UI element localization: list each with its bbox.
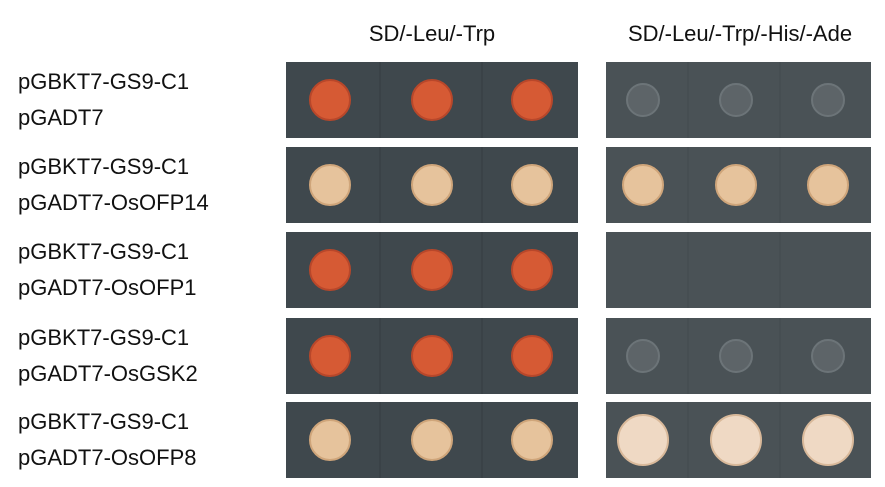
colony: [309, 419, 351, 461]
colony: [626, 83, 660, 117]
colony: [511, 249, 553, 291]
colony: [411, 419, 453, 461]
colony: [411, 79, 453, 121]
colony: [811, 83, 845, 117]
colony: [807, 164, 849, 206]
colony: [719, 83, 753, 117]
colony: [626, 339, 660, 373]
colony: [802, 414, 854, 466]
colony: [309, 249, 351, 291]
column-header: SD/-Leu/-Trp/-His/-Ade: [628, 21, 852, 46]
row-label: pGADT7-OsOFP1: [18, 275, 196, 300]
row-label: pGBKT7-GS9-C1: [18, 325, 189, 350]
colony: [411, 249, 453, 291]
row-label: pGBKT7-GS9-C1: [18, 239, 189, 264]
colony: [622, 164, 664, 206]
column-header: SD/-Leu/-Trp: [369, 21, 495, 46]
row-label: pGBKT7-GS9-C1: [18, 154, 189, 179]
colony: [511, 335, 553, 377]
colony: [811, 339, 845, 373]
plate: [606, 232, 871, 308]
row-label: pGBKT7-GS9-C1: [18, 69, 189, 94]
colony: [309, 79, 351, 121]
colony: [617, 414, 669, 466]
row-label: pGADT7-OsOFP14: [18, 190, 209, 215]
colony: [715, 164, 757, 206]
colony: [309, 335, 351, 377]
colony: [719, 339, 753, 373]
row-label: pGADT7: [18, 105, 104, 130]
colony: [511, 164, 553, 206]
colony: [411, 164, 453, 206]
colony: [309, 164, 351, 206]
row-label: pGADT7-OsOFP8: [18, 445, 196, 470]
row-label: pGBKT7-GS9-C1: [18, 409, 189, 434]
colony: [710, 414, 762, 466]
colony: [511, 79, 553, 121]
row-label: pGADT7-OsGSK2: [18, 361, 198, 386]
colony: [411, 335, 453, 377]
colony: [511, 419, 553, 461]
